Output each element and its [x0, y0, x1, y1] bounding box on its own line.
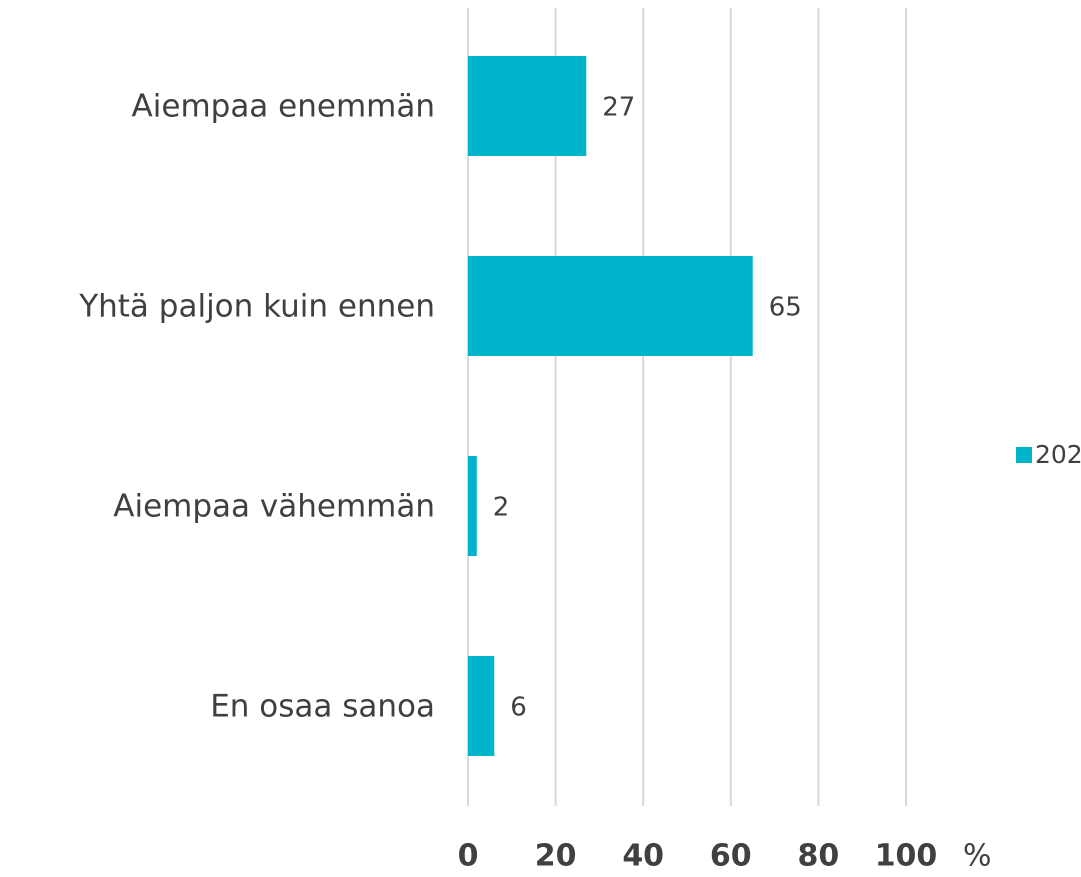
data-label: 27 — [602, 93, 635, 123]
data-label: 6 — [510, 693, 527, 723]
x-tick-label: 0 — [458, 839, 479, 874]
x-tick-label: 80 — [798, 839, 840, 874]
x-tick-label: 100 — [875, 839, 938, 874]
x-tick-label: 60 — [710, 839, 752, 874]
bar — [468, 256, 753, 356]
legend-label: 2020 — [1035, 440, 1081, 469]
x-axis-label: % — [963, 839, 992, 874]
y-tick-label: Aiempaa enemmän — [132, 89, 435, 125]
bar — [468, 456, 477, 556]
x-tick-label: 40 — [622, 839, 664, 874]
bar — [468, 656, 495, 756]
x-tick-label: 20 — [535, 839, 577, 874]
data-label: 2 — [493, 493, 510, 523]
y-tick-label: Yhtä paljon kuin ennen — [78, 289, 435, 325]
bar — [468, 56, 587, 156]
data-label: 65 — [769, 293, 802, 323]
y-tick-label: Aiempaa vähemmän — [113, 489, 435, 525]
y-tick-label: En osaa sanoa — [210, 689, 435, 725]
legend-swatch — [1016, 447, 1032, 463]
